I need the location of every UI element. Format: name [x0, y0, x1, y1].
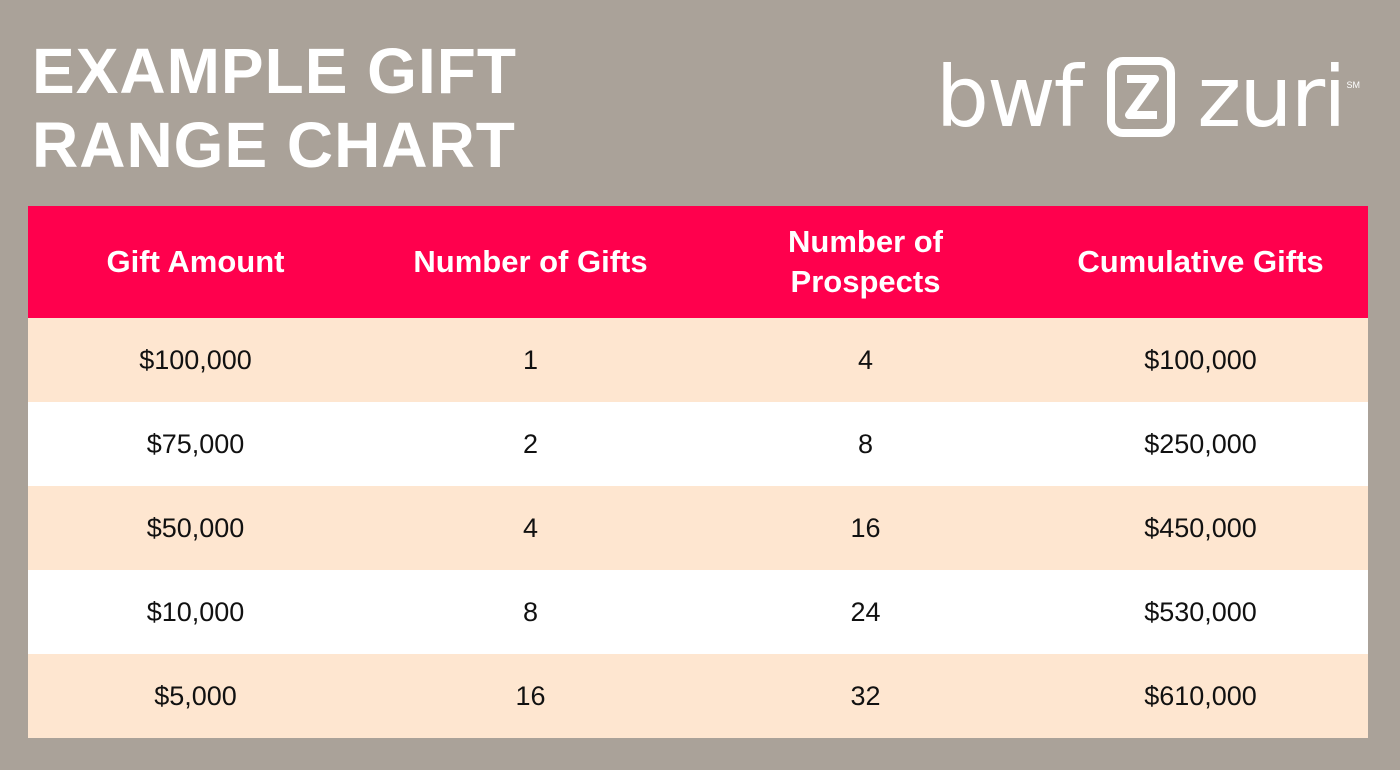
- service-mark: SM: [1346, 80, 1361, 90]
- header-gift-amount: Gift Amount: [28, 206, 363, 318]
- cell-number-of-gifts: 4: [363, 486, 698, 570]
- cell-gift-amount: $5,000: [28, 654, 363, 738]
- gift-range-table: Gift Amount Number of Gifts Number of Pr…: [28, 206, 1368, 738]
- cell-number-of-prospects: 8: [698, 402, 1033, 486]
- header-number-of-prospects-label: Number of Prospects: [788, 224, 943, 299]
- cell-number-of-prospects: 4: [698, 318, 1033, 402]
- table-row: $50,000 4 16 $450,000: [28, 486, 1368, 570]
- cell-number-of-prospects: 16: [698, 486, 1033, 570]
- cell-cumulative-gifts: $450,000: [1033, 486, 1368, 570]
- cell-gift-amount: $100,000: [28, 318, 363, 402]
- cell-cumulative-gifts: $610,000: [1033, 654, 1368, 738]
- title-line-2: RANGE CHART: [32, 109, 516, 181]
- cell-number-of-prospects: 24: [698, 570, 1033, 654]
- page-title: EXAMPLE GIFT RANGE CHART: [32, 34, 517, 182]
- cell-number-of-gifts: 2: [363, 402, 698, 486]
- cell-cumulative-gifts: $100,000: [1033, 318, 1368, 402]
- cell-number-of-gifts: 8: [363, 570, 698, 654]
- table-header-row: Gift Amount Number of Gifts Number of Pr…: [28, 206, 1368, 318]
- bwf-zuri-logo: bwf zuri SM: [936, 52, 1360, 142]
- bz-monogram-icon: [1107, 57, 1176, 137]
- cell-gift-amount: $10,000: [28, 570, 363, 654]
- table-row: $75,000 2 8 $250,000: [28, 402, 1368, 486]
- logo-word-bwf: bwf: [935, 48, 1084, 146]
- cell-number-of-prospects: 32: [698, 654, 1033, 738]
- cell-cumulative-gifts: $530,000: [1033, 570, 1368, 654]
- cell-gift-amount: $50,000: [28, 486, 363, 570]
- cell-gift-amount: $75,000: [28, 402, 363, 486]
- cell-number-of-gifts: 16: [363, 654, 698, 738]
- table-row: $100,000 1 4 $100,000: [28, 318, 1368, 402]
- cell-number-of-gifts: 1: [363, 318, 698, 402]
- header-number-of-prospects: Number of Prospects: [698, 206, 1033, 318]
- title-line-1: EXAMPLE GIFT: [32, 35, 517, 107]
- cell-cumulative-gifts: $250,000: [1033, 402, 1368, 486]
- table-row: $10,000 8 24 $530,000: [28, 570, 1368, 654]
- logo-word-zuri: zuri: [1197, 48, 1346, 146]
- table-row: $5,000 16 32 $610,000: [28, 654, 1368, 738]
- header-cumulative-gifts: Cumulative Gifts: [1033, 206, 1368, 318]
- header-number-of-gifts: Number of Gifts: [363, 206, 698, 318]
